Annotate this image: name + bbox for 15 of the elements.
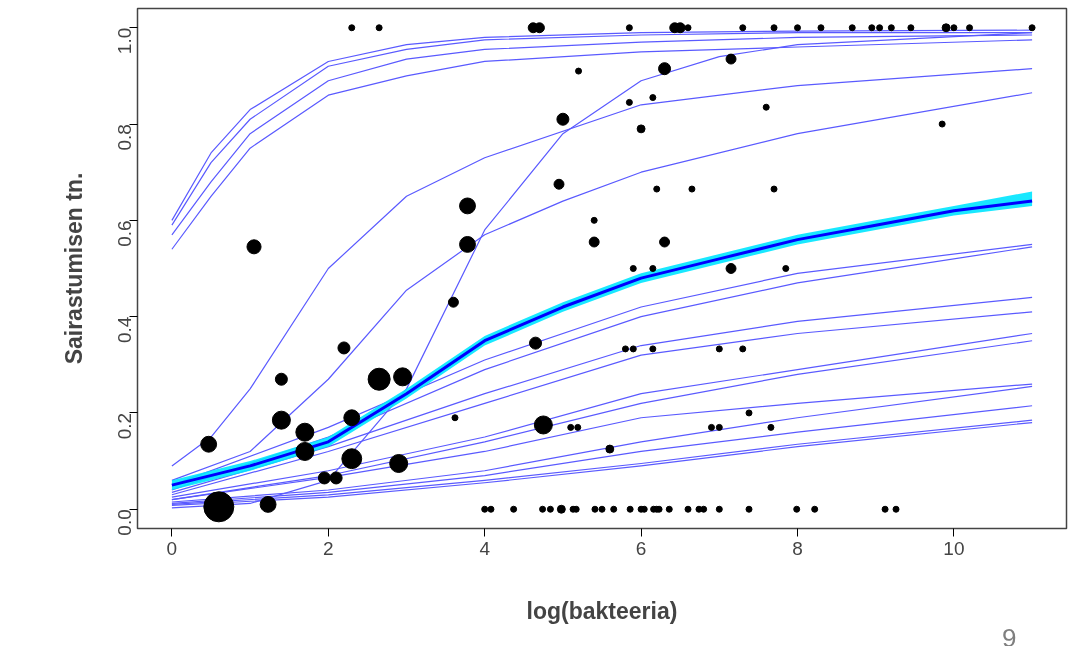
x-tick-label: 4 bbox=[479, 537, 491, 559]
y-tick-label: 0.4 bbox=[114, 316, 135, 344]
x-tick-label: 2 bbox=[323, 537, 334, 559]
text: 9 bbox=[1002, 622, 1017, 646]
x-tick-label: 0 bbox=[166, 537, 178, 559]
y-tick-label: 0.6 bbox=[114, 220, 135, 247]
y-tick-label: 0.0 bbox=[114, 509, 135, 536]
y-tick-label: 0.8 bbox=[114, 124, 135, 151]
x-tick-label: 6 bbox=[635, 537, 647, 559]
y-tick-label: 0.2 bbox=[114, 412, 135, 440]
x-axis-title: log(bakteeria) bbox=[526, 597, 678, 624]
y-tick-label: 1.0 bbox=[114, 27, 135, 55]
x-tick-label: 10 bbox=[943, 537, 965, 559]
y-axis-title: Sairastumisen tn. bbox=[60, 172, 87, 365]
x-tick-label: 8 bbox=[792, 537, 803, 559]
